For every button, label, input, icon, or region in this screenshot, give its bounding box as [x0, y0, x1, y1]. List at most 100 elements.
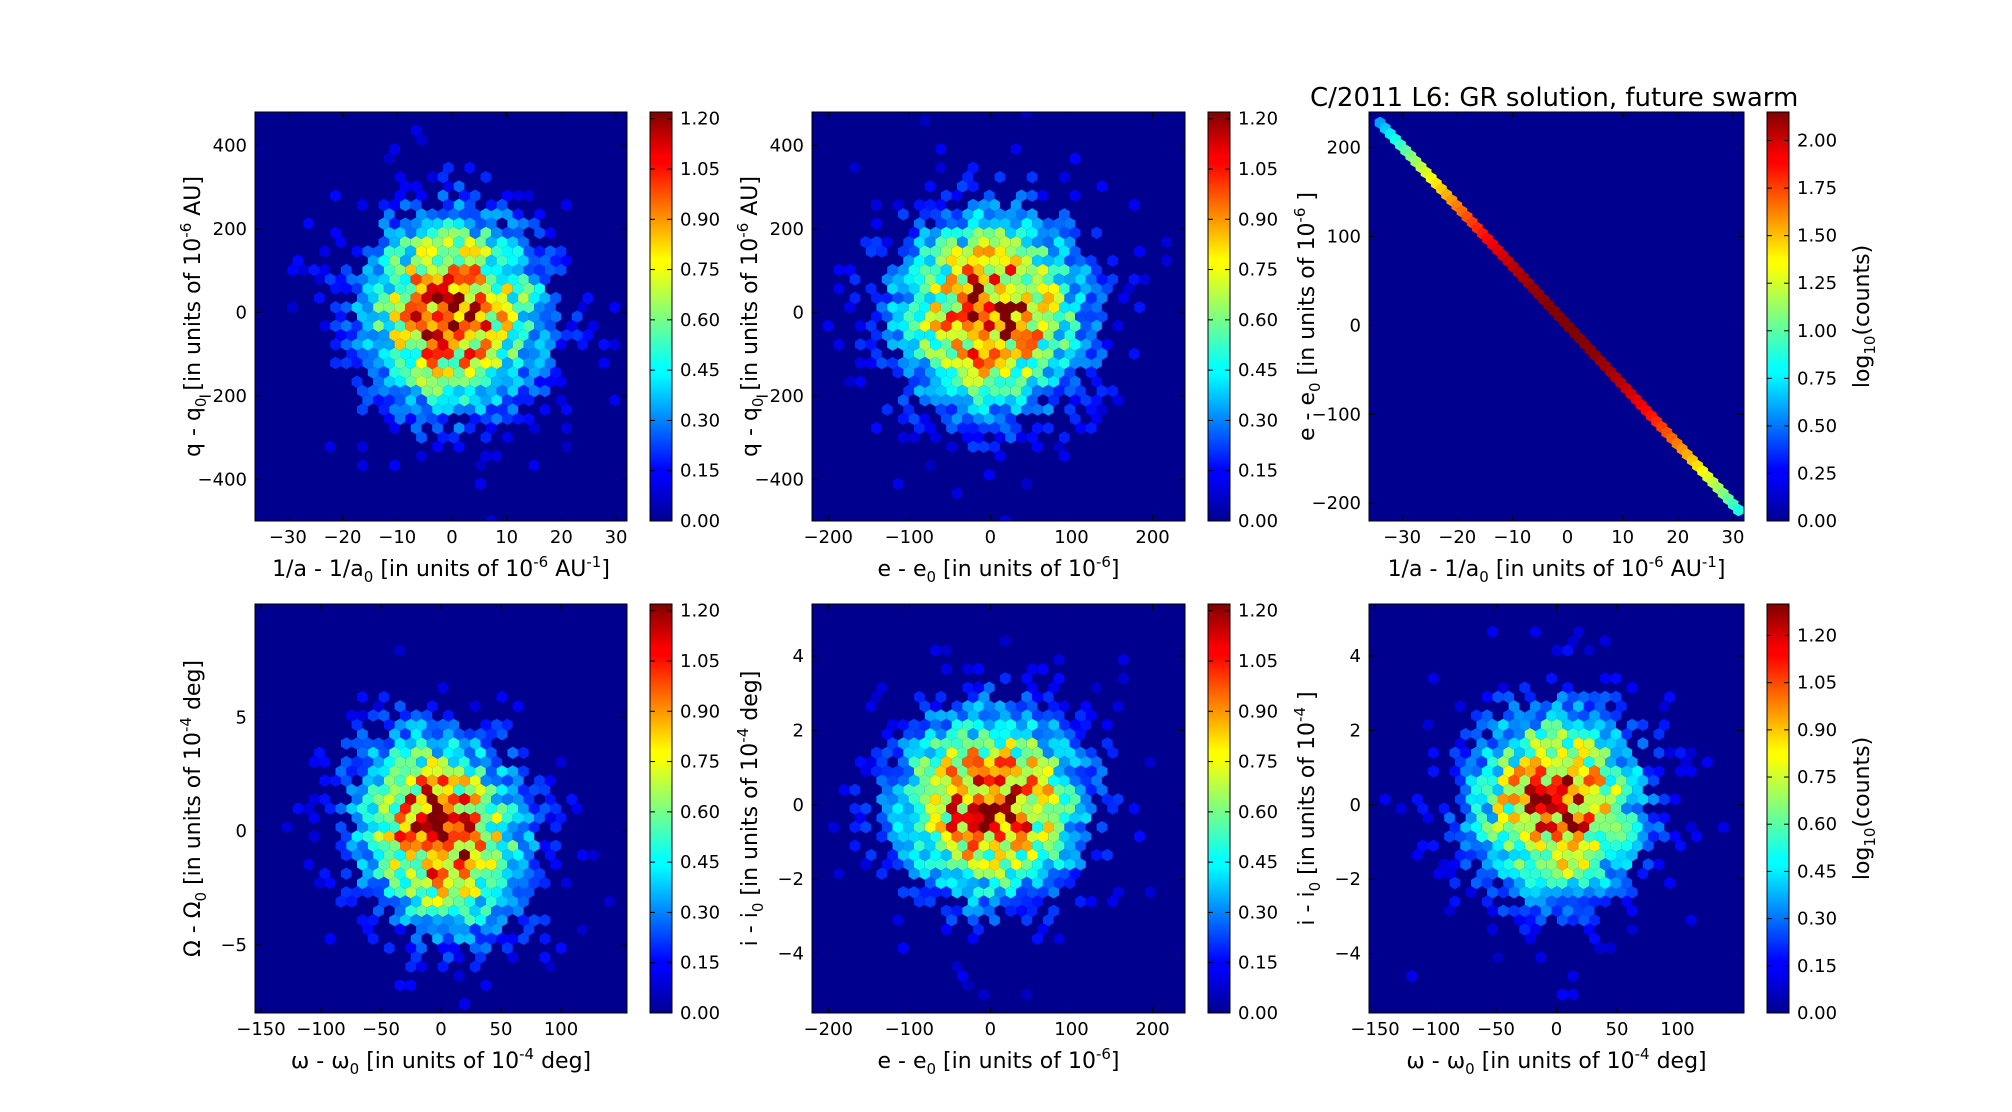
hexbin-cell — [1626, 774, 1638, 787]
hexbin-cell — [507, 821, 519, 834]
hexbin-cell — [1064, 821, 1076, 834]
hexbin-cell — [967, 728, 979, 741]
hexbin-cell — [442, 821, 454, 834]
hexbin-cell — [1589, 821, 1600, 834]
hexbin-cell — [437, 263, 449, 277]
hexbin-cell — [437, 886, 449, 899]
hexbin-cell — [914, 329, 925, 342]
hexbin-cell — [518, 217, 529, 230]
hexbin-cell — [464, 347, 476, 360]
hexbin-cell — [357, 384, 368, 398]
hexbin-cell — [571, 802, 583, 815]
hexbin-cell — [935, 839, 947, 852]
hexbin-cell — [464, 403, 476, 416]
hexbin-cell — [1032, 291, 1043, 305]
hexbin-cell — [362, 394, 374, 407]
hexbin-cell — [400, 914, 411, 927]
hexbin-cell — [903, 384, 914, 398]
hexbin-cell — [475, 821, 486, 834]
hexbin-cell — [518, 876, 529, 890]
hexbin-cell — [1605, 737, 1616, 750]
hexbin-cell — [394, 263, 406, 277]
hexbin-cell — [432, 403, 443, 416]
hexbin-cell — [539, 347, 551, 360]
hexbin-cell — [1059, 319, 1070, 333]
hexbin-cell — [1514, 821, 1525, 834]
hexbin-cell — [1021, 690, 1033, 704]
hexbin-cell — [512, 700, 524, 713]
hexbin-cell — [1026, 208, 1038, 221]
hexbin-cell — [1487, 904, 1498, 918]
hexbin-cell — [459, 848, 470, 862]
hexbin-cell — [346, 895, 357, 908]
y-axis-label: q - q0 [in units of 10-6 AU] — [177, 176, 210, 457]
hexbin-cell — [1101, 718, 1113, 732]
hexbin-cell — [448, 830, 459, 843]
hexbin-cell — [1016, 375, 1027, 388]
hexbin-cell — [946, 236, 957, 249]
hexbin-cell — [459, 867, 470, 880]
hexbin-cell — [340, 319, 352, 333]
hexbin-cell — [1032, 384, 1043, 398]
hexbin-cell — [426, 338, 438, 351]
hexbin-cell — [1616, 830, 1627, 843]
hexbin-cell — [357, 347, 368, 360]
hexbin-cell — [1032, 690, 1043, 704]
hexbin-cell — [1059, 356, 1070, 370]
hexbin-cell — [1069, 226, 1081, 240]
hexbin-cell — [1476, 793, 1488, 806]
hexbin-cell — [1048, 904, 1059, 918]
hexbin-cell — [1085, 802, 1097, 815]
hexbin-cell — [957, 384, 968, 398]
hexbin-cell — [1487, 737, 1498, 750]
hexbin-cell — [1556, 802, 1568, 815]
hexbin-cell — [1010, 895, 1022, 908]
hexbin-cell — [421, 366, 433, 379]
hexbin-cell — [394, 189, 406, 202]
hexbin-cell — [967, 236, 979, 249]
hexbin-cell — [897, 718, 909, 732]
hexbin-cell — [1573, 886, 1584, 899]
hexbin-cell — [432, 329, 443, 342]
hexbin-cell — [1053, 876, 1065, 890]
hexbin-cell — [1454, 755, 1466, 769]
hexbin-cell — [351, 718, 363, 732]
hexbin-cell — [437, 208, 449, 221]
hexbin-cell — [1669, 793, 1681, 806]
hexbin-cell — [994, 811, 1006, 825]
hexbin-cell — [394, 394, 406, 407]
colorbar-tick-label: 1.05 — [1797, 673, 1837, 694]
hexbin-cell — [453, 236, 465, 249]
hexbin-cell — [903, 858, 914, 871]
hexbin-cell — [496, 914, 508, 927]
hexbin-cell — [453, 310, 465, 323]
hexbin-cell — [1042, 366, 1054, 379]
hexbin-cell — [432, 366, 443, 379]
hexbin-cell — [410, 709, 422, 722]
hexbin-cell — [1005, 848, 1016, 862]
hexbin-cell — [1118, 672, 1129, 685]
hexbin-cell — [426, 830, 438, 843]
hexbin-cell — [1648, 793, 1659, 806]
hexbin-cell — [539, 914, 551, 927]
hexbin-cell — [1567, 895, 1579, 908]
hexbin-cell — [544, 338, 556, 351]
hexbin-cell — [442, 951, 454, 964]
colorbar-tick-label: 0.30 — [1238, 902, 1278, 923]
hexbin-cell — [464, 895, 476, 908]
hexbin-cell — [1605, 718, 1616, 732]
y-tick-label: −400 — [755, 469, 804, 490]
hexbin-cell — [1465, 811, 1477, 825]
hexbin-cell — [1551, 644, 1563, 657]
hexbin-cell — [930, 375, 941, 388]
hexbin-cell — [507, 329, 519, 342]
hexbin-cell — [1632, 783, 1643, 797]
colorbar-tick-label: 2.00 — [1797, 131, 1837, 152]
hexbin-cell — [930, 319, 941, 333]
hexbin-cell — [421, 746, 433, 759]
hexbin-cell — [383, 375, 395, 388]
hexbin-cell — [485, 895, 497, 908]
hexbin-cell — [908, 431, 920, 444]
hexbin-cell — [914, 802, 925, 815]
hexbin-cell — [887, 793, 898, 806]
